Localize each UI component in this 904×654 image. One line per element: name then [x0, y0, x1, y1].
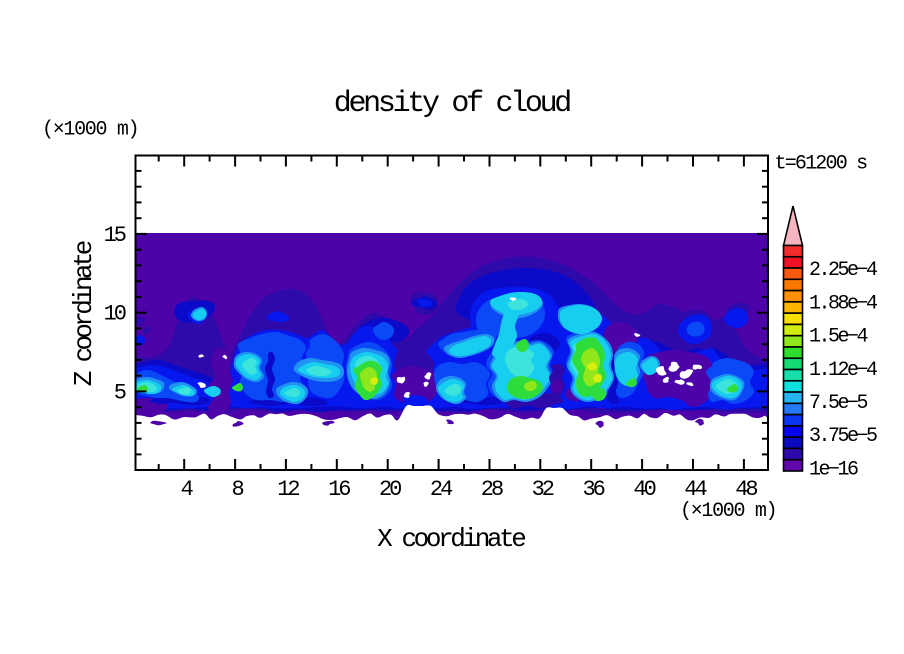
svg-text:24: 24 [430, 477, 453, 502]
svg-text:40: 40 [633, 477, 655, 502]
svg-text:t=61200 s: t=61200 s [775, 153, 868, 176]
svg-text:20: 20 [379, 477, 401, 502]
svg-text:16: 16 [328, 477, 350, 502]
svg-text:32: 32 [532, 477, 554, 502]
svg-text:Z coordinate: Z coordinate [69, 241, 99, 386]
svg-text:X coordinate: X coordinate [377, 524, 525, 554]
svg-text:36: 36 [582, 477, 604, 502]
svg-text:2.25e−4: 2.25e−4 [809, 259, 877, 282]
svg-text:(×1000 m): (×1000 m) [42, 119, 138, 142]
svg-text:1.12e−4: 1.12e−4 [809, 359, 877, 382]
svg-text:10: 10 [104, 302, 126, 327]
svg-text:density of cloud: density of cloud [334, 87, 571, 121]
svg-text:8: 8 [231, 477, 243, 502]
svg-text:15: 15 [104, 223, 126, 248]
svg-text:3.75e−5: 3.75e−5 [809, 425, 877, 448]
svg-text:1.5e−4: 1.5e−4 [809, 326, 868, 349]
svg-text:5: 5 [114, 380, 126, 405]
svg-text:1e−16: 1e−16 [809, 458, 858, 481]
svg-text:28: 28 [481, 477, 503, 502]
svg-text:(×1000 m): (×1000 m) [680, 500, 776, 523]
svg-text:44: 44 [684, 477, 707, 502]
svg-text:12: 12 [277, 477, 299, 502]
svg-text:7.5e−5: 7.5e−5 [809, 392, 868, 415]
svg-text:48: 48 [735, 477, 757, 502]
svg-text:1.88e−4: 1.88e−4 [809, 292, 877, 315]
